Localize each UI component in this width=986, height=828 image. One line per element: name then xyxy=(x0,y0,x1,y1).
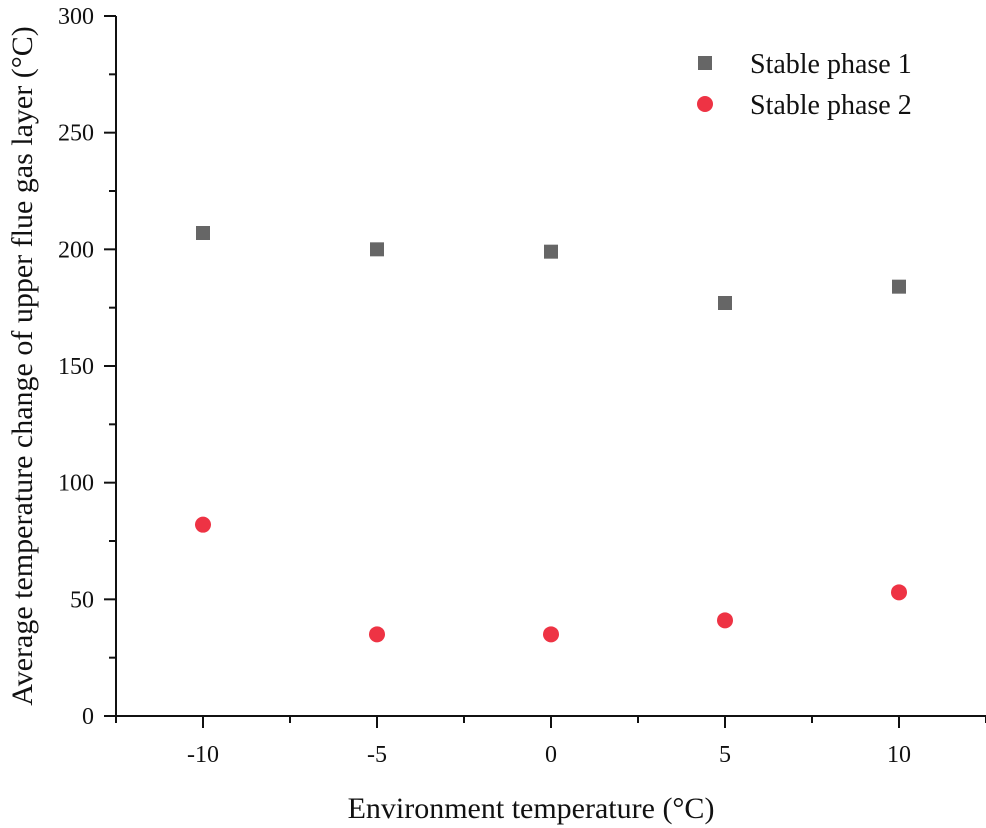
series-1-point xyxy=(892,279,906,294)
series-1-point xyxy=(196,226,210,240)
series-1-point xyxy=(370,242,384,257)
x-axis-ticks: -10 -5 0 5 10 xyxy=(115,716,986,768)
axes xyxy=(115,16,986,717)
series-2-point xyxy=(543,626,559,643)
y-tick-label: 0 xyxy=(82,704,94,730)
series-2-point xyxy=(717,612,733,629)
x-axis-title: Environment temperature (°C) xyxy=(348,792,715,825)
y-tick-label: 300 xyxy=(58,4,94,30)
y-axis-ticks: 0 50 100 150 200 250 300 xyxy=(58,4,116,730)
legend-circle-marker xyxy=(697,96,713,112)
y-tick-label: 250 xyxy=(58,121,94,147)
series-1-point xyxy=(544,244,558,259)
data-points xyxy=(195,226,907,643)
legend-label: Stable phase 1 xyxy=(750,49,912,80)
x-tick-label: -5 xyxy=(367,742,387,768)
legend: Stable phase 1 Stable phase 2 xyxy=(697,49,912,121)
series-2-point xyxy=(891,584,907,601)
y-axis-title: Average temperature change of upper flue… xyxy=(6,26,39,705)
x-tick-label: 5 xyxy=(719,742,731,768)
series-1-point xyxy=(718,296,732,310)
series-2-point xyxy=(195,516,211,533)
y-tick-label: 100 xyxy=(58,471,94,497)
legend-label: Stable phase 2 xyxy=(750,90,912,121)
y-tick-label: 200 xyxy=(58,237,94,263)
x-tick-label: 10 xyxy=(887,742,911,768)
series-2-point xyxy=(369,626,385,643)
legend-square-marker xyxy=(698,56,712,70)
y-tick-label: 50 xyxy=(70,587,94,613)
x-tick-label: 0 xyxy=(545,742,557,768)
x-tick-label: -10 xyxy=(187,742,219,768)
y-tick-label: 150 xyxy=(58,354,94,380)
